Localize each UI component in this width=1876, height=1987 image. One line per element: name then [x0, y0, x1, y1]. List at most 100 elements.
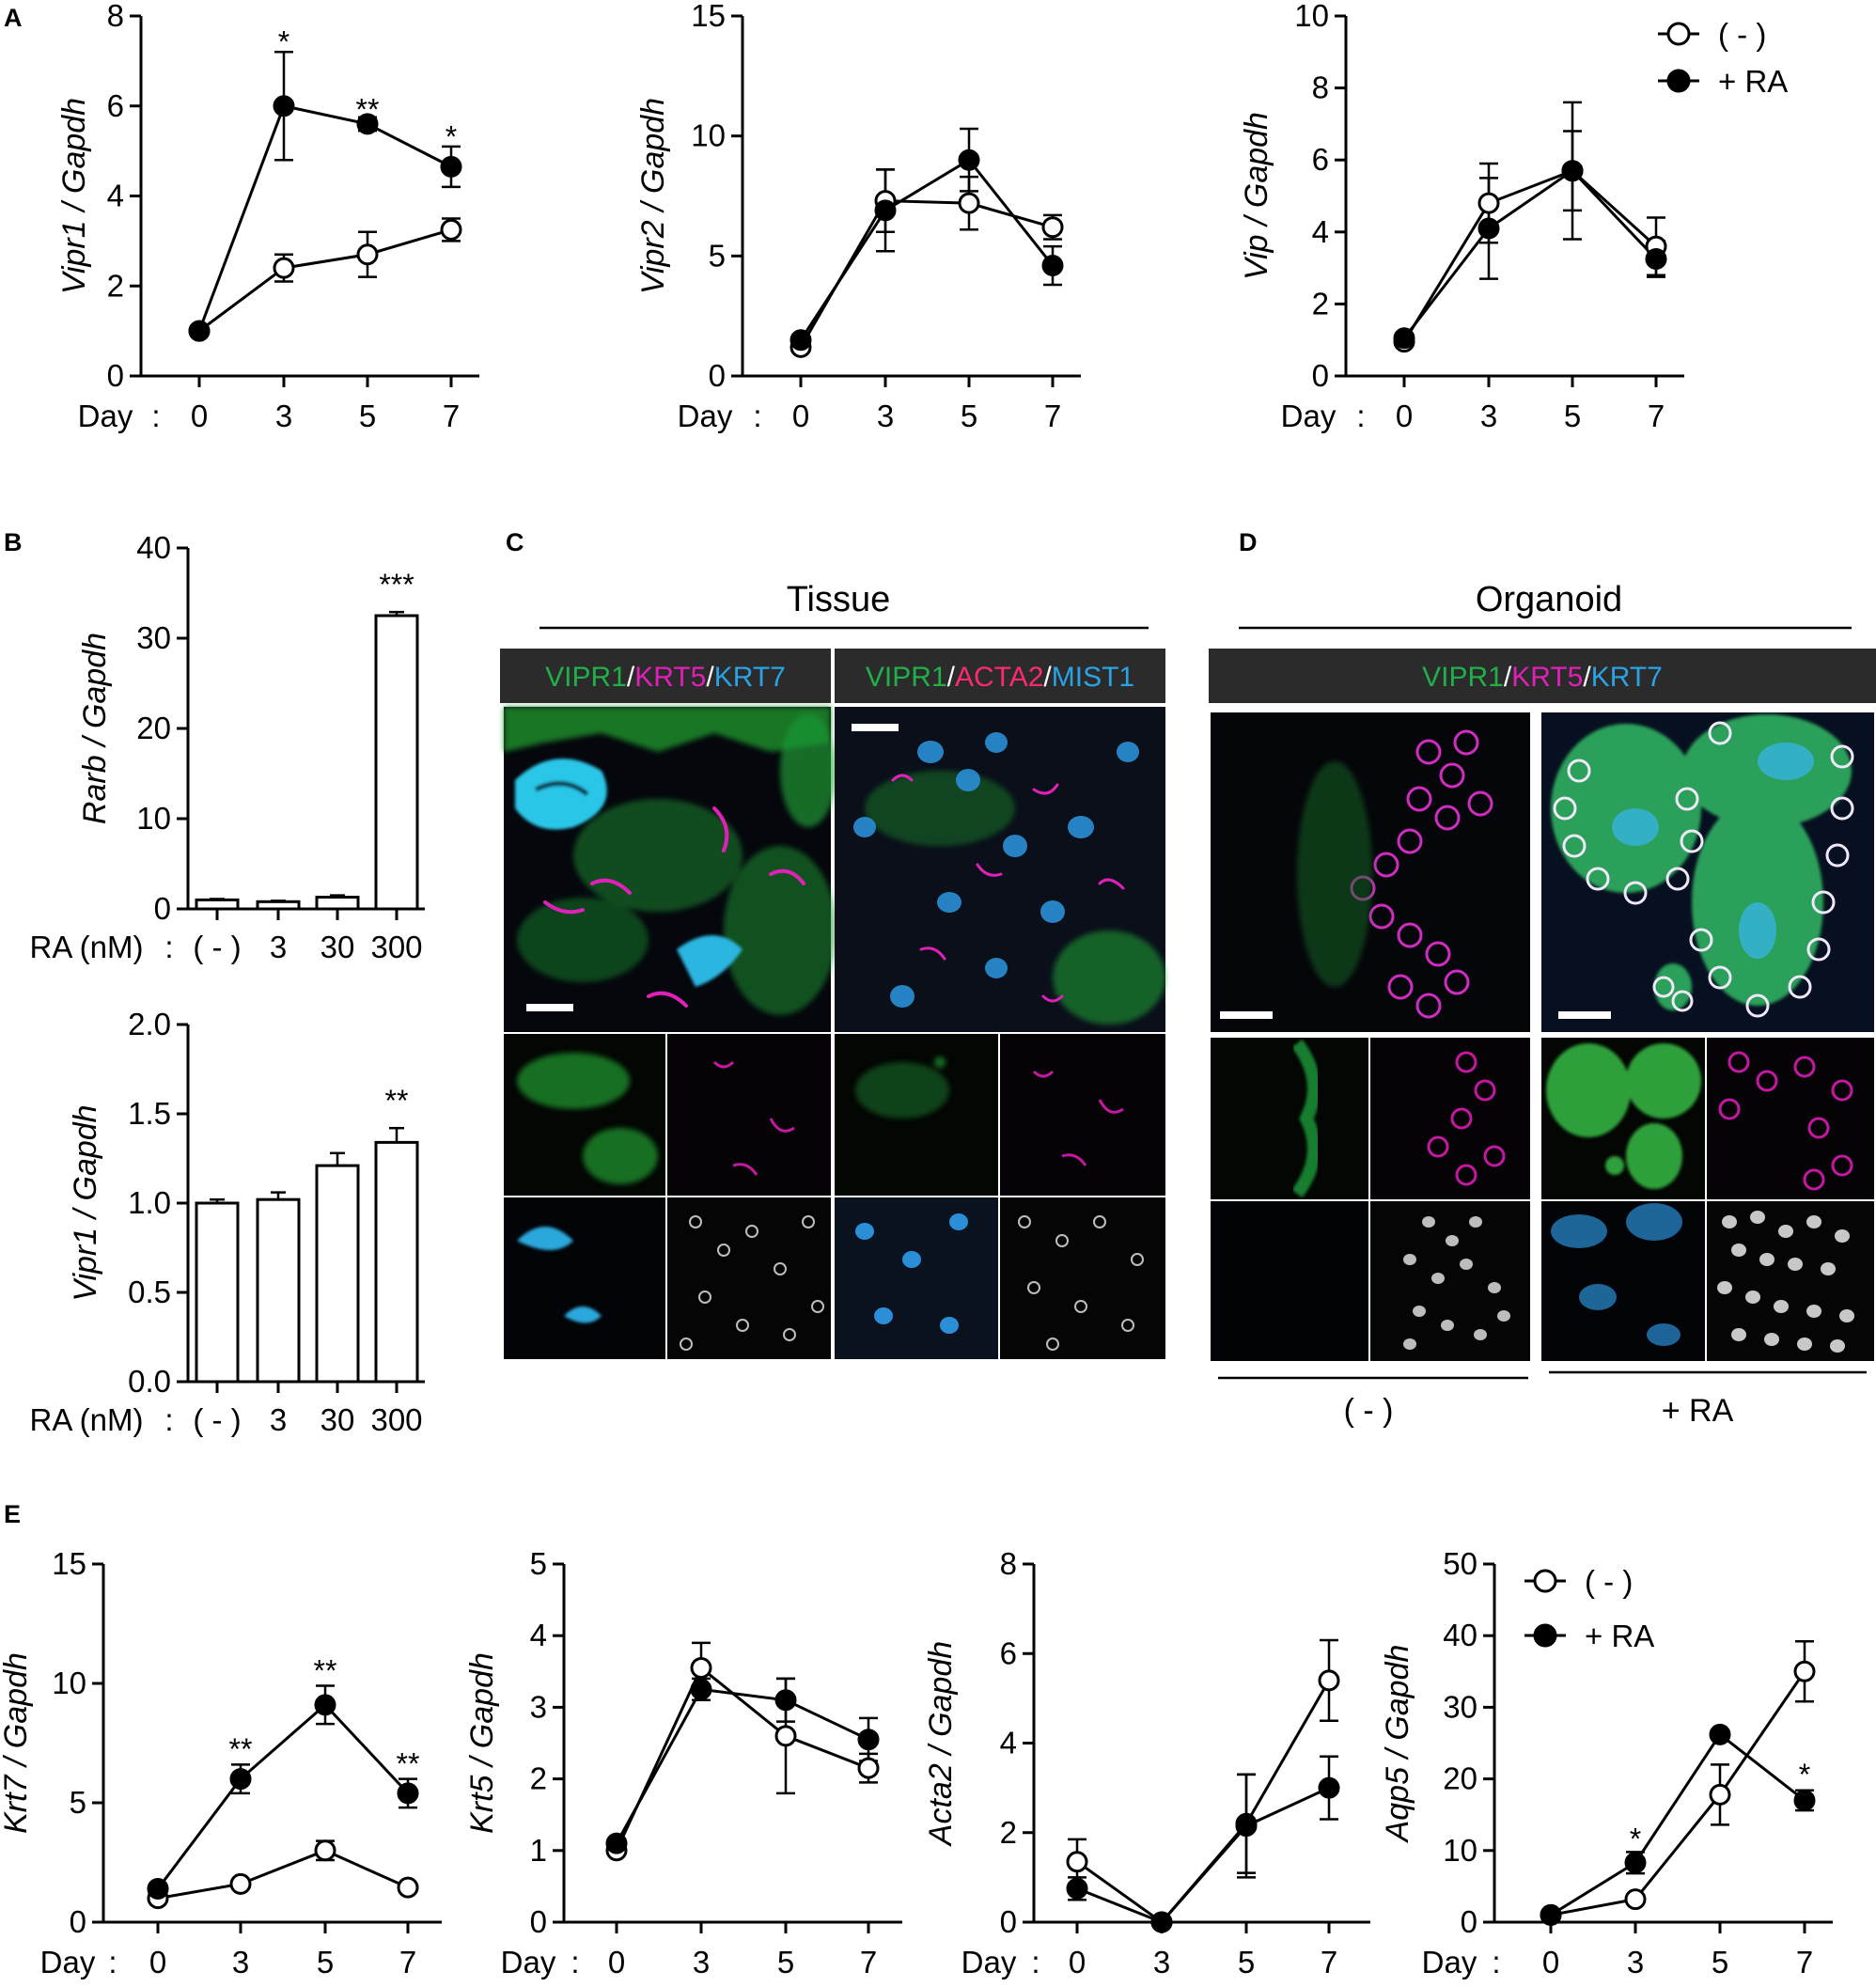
bar: [374, 614, 419, 911]
x-axis-colon: :: [1492, 1945, 1500, 1979]
x-tick-label: 30: [320, 1402, 355, 1437]
legend-filled-marker: [1666, 69, 1691, 93]
bar: [315, 896, 360, 911]
header-marker-vipr1: VIPR1: [866, 662, 947, 693]
data-point-filled: [605, 1832, 628, 1854]
y-tick-label: 8: [1312, 70, 1329, 105]
chart-vipr1-dose: 0.0 0.5 1.0 1.5 2.0 Vipr1 / Gapdh ( - ) 3 30 300 R…: [29, 1007, 425, 1437]
tile-krt5-magenta: [667, 1034, 831, 1196]
x-tick-label: ( - ): [193, 930, 241, 964]
data-point-open: [229, 1872, 252, 1895]
series-line: [799, 199, 1054, 349]
y-tick-label: 10: [136, 801, 171, 836]
series-line: [157, 1849, 409, 1901]
header-marker-mist1: MIST1: [1052, 662, 1134, 693]
x-tick-label: 0: [1542, 1945, 1559, 1979]
series-line: [799, 158, 1055, 341]
scale-bar: [1220, 1011, 1273, 1019]
x-tick-label: 5: [1712, 1945, 1728, 1979]
tissue-header-right: [835, 649, 1165, 703]
tissue-merged-image-acta2: [835, 707, 1165, 1032]
legend-untreated-label: ( - ): [1718, 17, 1766, 52]
y-tick-label: 10: [1443, 1833, 1477, 1868]
tissue-header-left-label: VIPR1/KRT5/KRT7: [545, 662, 786, 693]
data-point-filled: [1477, 217, 1500, 240]
bar: [195, 898, 240, 911]
tile-nuclei-gray: [667, 1197, 831, 1359]
tile-vipr1-green: [1211, 1038, 1368, 1199]
header-sep: /: [947, 662, 956, 693]
y-tick-label: 0.0: [128, 1364, 171, 1399]
organoid-ra-merged-image: [1541, 712, 1874, 1032]
x-tick-label: 7: [1321, 1945, 1337, 1979]
data-point-filled: [1066, 1877, 1088, 1900]
y-tick-label: 0: [70, 1904, 86, 1939]
significance-marker: **: [314, 1653, 337, 1687]
x-tick-label: 3: [270, 930, 287, 964]
data-point-filled: [1540, 1903, 1562, 1926]
tile-nuclei-gray: [1370, 1201, 1530, 1361]
panel-label-c: C: [506, 528, 524, 556]
header-sep: /: [706, 662, 714, 693]
x-tick-label: 7: [443, 399, 460, 433]
tissue-title: Tissue: [787, 580, 891, 619]
data-point-filled: [147, 1877, 169, 1900]
data-point-open: [1709, 1783, 1731, 1806]
y-tick-label: 40: [136, 530, 171, 565]
series-line: [1076, 1786, 1330, 1924]
header-marker-acta2: ACTA2: [955, 662, 1043, 693]
y-tick-label: 2: [107, 268, 124, 303]
tissue-right-channel-tiles: [835, 1034, 1165, 1359]
y-tick-label: 0: [1000, 1904, 1017, 1939]
data-point-filled: [1393, 327, 1415, 350]
data-point-filled: [314, 1694, 336, 1716]
y-tick-label: 3: [530, 1689, 547, 1724]
y-tick-label: 30: [1443, 1689, 1477, 1724]
legend-filled-marker: [1533, 1623, 1557, 1648]
y-tick-label: 5: [70, 1785, 86, 1820]
y-tick-label: 6: [1000, 1635, 1017, 1670]
y-tick-label: 2: [1000, 1815, 1017, 1850]
y-tick-label: 20: [136, 711, 171, 745]
legend-open-marker: [1666, 22, 1691, 46]
x-tick-label: 3: [693, 1945, 710, 1979]
data-point-open: [440, 218, 462, 241]
y-tick-label: 0: [1461, 1904, 1477, 1939]
y-tick-label: 1.5: [128, 1096, 171, 1131]
y-tick-label: 40: [1443, 1618, 1477, 1652]
y-tick-label: 0: [709, 358, 726, 393]
x-tick-label: 7: [399, 1945, 416, 1979]
significance-marker: *: [1799, 1758, 1810, 1791]
x-axis-colon: :: [1356, 399, 1365, 433]
series-line: [156, 1702, 410, 1890]
bar: [315, 1164, 360, 1384]
x-tick-label: 5: [777, 1945, 794, 1979]
y-axis-label: Vip / Gapdh: [1239, 112, 1274, 280]
significance-marker: *: [278, 25, 289, 59]
data-point-filled: [789, 329, 812, 352]
header-marker-vipr1: VIPR1: [1422, 662, 1504, 693]
y-tick-label: 4: [107, 179, 124, 213]
y-tick-label: 6: [1312, 142, 1329, 177]
x-tick-label: 0: [1069, 1945, 1086, 1979]
x-axis-colon: :: [571, 1945, 579, 1979]
y-tick-label: 15: [52, 1546, 86, 1581]
data-point-filled: [273, 95, 295, 117]
x-tick-label: 5: [359, 399, 376, 433]
series-line: [1402, 168, 1658, 339]
x-tick-label: 5: [317, 1945, 334, 1979]
data-point-open: [273, 257, 295, 279]
y-tick-label: 4: [530, 1618, 547, 1652]
y-tick-label: 5: [530, 1546, 547, 1581]
y-axis-label: Aqp5 / Gapdh: [1380, 1645, 1415, 1844]
header-sep: /: [1504, 662, 1512, 693]
x-tick-label: 3: [270, 1402, 287, 1437]
y-tick-label: 1: [530, 1833, 547, 1868]
x-tick-label: 3: [877, 399, 894, 433]
x-axis-colon: :: [164, 1402, 173, 1437]
series-line: [198, 227, 452, 333]
x-tick-label: 7: [1044, 399, 1061, 433]
data-point-filled: [958, 149, 980, 171]
data-point-filled: [1645, 248, 1667, 271]
